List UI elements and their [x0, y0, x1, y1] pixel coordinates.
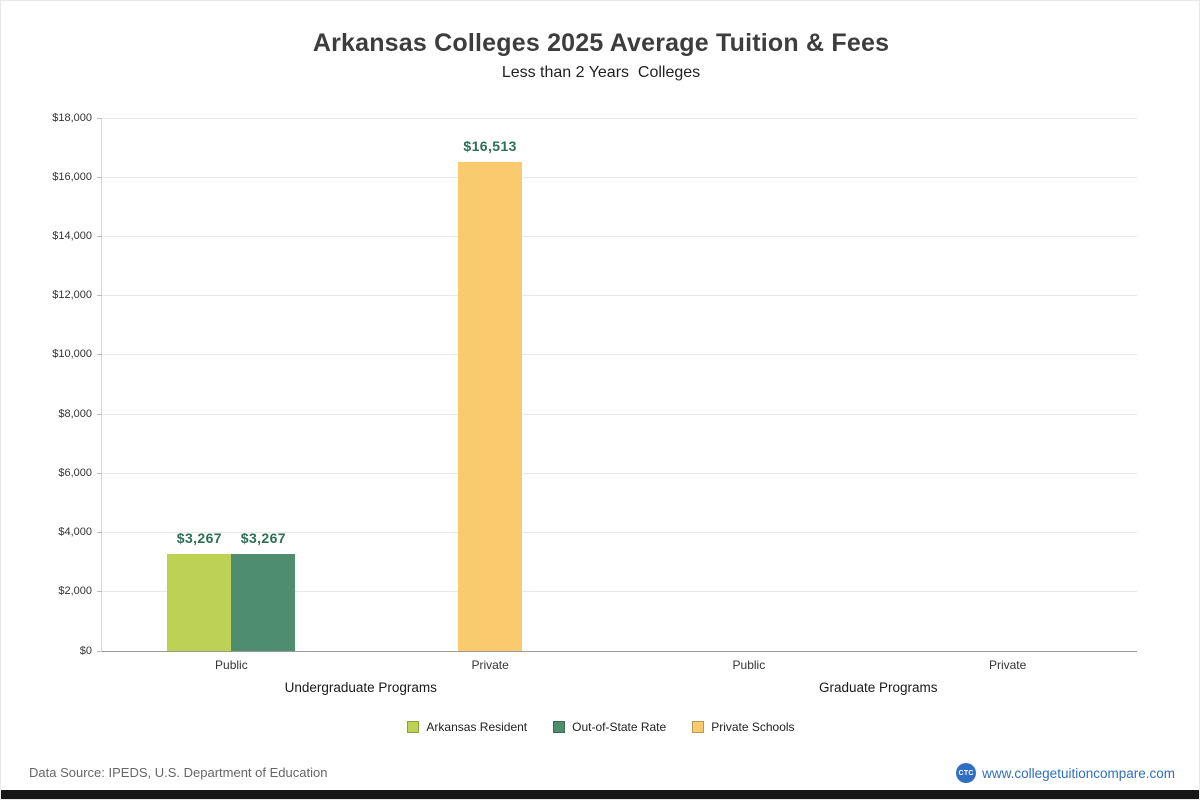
chart-title: Arkansas Colleges 2025 Average Tuition &… [312, 29, 890, 57]
gridline [102, 176, 1137, 178]
y-axis-tick-label: $18,000 [52, 111, 92, 124]
y-tick-mark [97, 354, 102, 356]
bar-private-schools [458, 162, 523, 651]
legend-item-out-of-state-rate: Out-of-State Rate [553, 720, 666, 734]
y-tick-mark [97, 591, 102, 593]
legend-swatch-icon [692, 721, 705, 733]
gridline [102, 354, 1137, 356]
legend-swatch-icon [553, 721, 566, 733]
ctc-logo-icon: CTC [956, 763, 977, 783]
y-axis-tick-label: $10,000 [52, 348, 92, 361]
y-tick-mark [97, 176, 102, 178]
y-tick-mark [97, 472, 102, 474]
gridline [102, 295, 1137, 297]
y-tick-mark [97, 235, 102, 237]
x-axis-section-label: Undergraduate Programs [284, 680, 437, 695]
gridline [102, 117, 1137, 119]
website-link[interactable]: www.collegetuitioncompare.com [982, 765, 1175, 781]
chart-legend: Arkansas Resident Out-of-State Rate Privat… [1, 720, 1199, 734]
data-source-text: Data Source: IPEDS, U.S. Department of E… [29, 765, 328, 780]
y-tick-mark [97, 413, 102, 415]
gridline [102, 472, 1137, 474]
y-axis-tick-label: $12,000 [52, 289, 92, 302]
y-axis-tick-label: $2,000 [58, 585, 92, 598]
y-axis-tick-label: $6,000 [58, 466, 92, 479]
gridline [102, 591, 1137, 593]
bar-value-label: $16,513 [463, 138, 517, 155]
y-axis-tick-label: $4,000 [58, 526, 92, 539]
bar-arkansas-resident [167, 554, 232, 651]
footer: Data Source: IPEDS, U.S. Department of E… [1, 763, 1199, 787]
legend-swatch-icon [407, 721, 420, 733]
y-axis-tick-label: $14,000 [52, 229, 92, 242]
x-axis-category-label: Public [732, 658, 766, 672]
legend-item-arkansas-resident: Arkansas Resident [407, 720, 527, 734]
y-tick-mark [97, 117, 102, 119]
y-tick-mark [97, 295, 102, 297]
legend-item-private-schools: Private Schools [692, 720, 795, 734]
bar-value-label: $3,267 [176, 530, 222, 547]
y-tick-mark [97, 650, 102, 652]
gridline [102, 413, 1137, 415]
legend-label: Arkansas Resident [426, 720, 528, 734]
gridline [102, 235, 1137, 237]
chart-subtitle: Less than 2 Years Colleges [501, 64, 701, 81]
brand: CTC www.collegetuitioncompare.com [956, 763, 1175, 783]
legend-label: Out-of-State Rate [572, 720, 667, 734]
legend-label: Private Schools [711, 720, 795, 734]
x-axis-category-label: Private [988, 658, 1027, 672]
x-axis-category-label: Private [471, 658, 509, 672]
gridline [102, 532, 1137, 534]
bar-value-label: $3,267 [240, 530, 286, 547]
bar-out-of-state-rate [231, 554, 296, 651]
plot-area: $0 $2,000 $4,000 $6,000 $8,000 $10,000 $12,000… [52, 112, 1137, 695]
y-axis-tick-label: $8,000 [58, 407, 92, 420]
bottom-bar [1, 790, 1199, 799]
x-axis-category-label: Public [215, 658, 248, 672]
y-axis-tick-label: $0 [79, 644, 92, 657]
y-tick-mark [97, 532, 102, 534]
x-axis-section-label: Graduate Programs [818, 680, 938, 695]
y-axis-tick-label: $16,000 [52, 170, 92, 183]
